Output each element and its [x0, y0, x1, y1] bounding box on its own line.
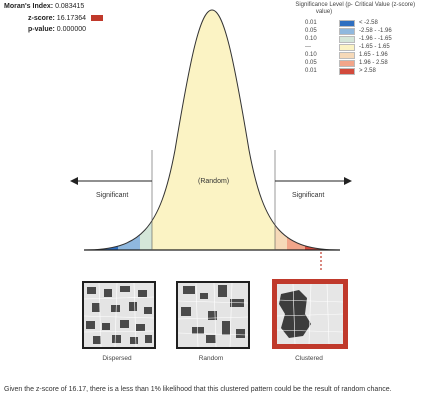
legend-swatch	[339, 19, 355, 27]
legend-swatch	[339, 43, 355, 51]
dispersed-label: Dispersed	[102, 355, 132, 362]
legend-swatch	[339, 59, 355, 67]
legend-swatch	[339, 67, 355, 75]
z-score: z-score: 16.17364	[28, 15, 103, 22]
legend-row: 0.05 -2.58 - -1.96	[295, 27, 419, 35]
legend-z: 1.96 - 2.58	[359, 60, 388, 66]
significant-right-label: Significant	[292, 192, 324, 199]
band-random	[152, 10, 275, 250]
random-pattern-panel	[176, 281, 250, 349]
legend-z: 1.65 - 1.96	[359, 52, 388, 58]
random-label: (Random)	[198, 178, 229, 185]
dispersed-pattern-image	[84, 283, 154, 347]
normal-distribution-curve: Significant (Random) Significant	[70, 9, 352, 270]
legend-p: 0.01	[305, 20, 317, 26]
random-pattern-image	[178, 283, 248, 347]
legend-row: 0.01 > 2.58	[295, 67, 419, 75]
morans-index-value: 0.083415	[55, 3, 85, 10]
significant-left-label: Significant	[96, 192, 128, 199]
legend-p: 0.01	[305, 68, 317, 74]
dispersed-pattern-panel	[82, 281, 156, 349]
interpretation-text: Given the z-score of 16.17, there is a l…	[4, 386, 392, 393]
z-score-label: z-score:	[28, 15, 55, 22]
morans-index: Moran's Index: 0.083415	[4, 3, 84, 10]
clustered-label: Clustered	[295, 355, 323, 362]
z-score-value: 16.17364	[56, 15, 86, 22]
legend-row: --- -1.65 - 1.65	[295, 43, 419, 51]
clustered-pattern-image	[277, 284, 343, 344]
legend-z: -1.96 - -1.65	[359, 36, 392, 42]
p-value: p-value: 0.000000	[28, 26, 86, 33]
legend-z: -1.65 - 1.65	[359, 44, 390, 50]
legend-row: 0.10 -1.96 - -1.65	[295, 35, 419, 43]
legend-header-critical: Critical Value (z-score)	[354, 2, 416, 8]
significance-legend: Significance Level (p-value) Critical Va…	[295, 2, 419, 75]
band-p05-left	[118, 10, 140, 250]
band-p01-right	[305, 10, 340, 250]
legend-z: -2.58 - -1.96	[359, 28, 392, 34]
legend-z: > 2.58	[359, 68, 376, 74]
cluster-blob	[279, 290, 311, 338]
band-p01-left	[84, 10, 118, 250]
morans-index-label: Moran's Index:	[4, 3, 54, 10]
legend-swatch	[339, 35, 355, 43]
legend-row: 0.01 < -2.58	[295, 19, 419, 27]
curve-outline	[83, 9, 341, 251]
legend-z: < -2.58	[359, 20, 378, 26]
left-arrow-head	[70, 177, 78, 185]
clustered-pattern-panel	[272, 279, 348, 349]
band-p10-right	[275, 10, 287, 250]
legend-p: 0.05	[305, 28, 317, 34]
legend-header-significance: Significance Level (p-value)	[295, 2, 353, 15]
band-p05-right	[287, 10, 305, 250]
p-value-label: p-value:	[28, 26, 55, 33]
legend-p: ---	[305, 44, 311, 50]
legend-swatch	[339, 51, 355, 59]
p-value-value: 0.000000	[56, 26, 86, 33]
legend-swatch	[339, 27, 355, 35]
random-pattern-label: Random	[198, 355, 224, 362]
legend-p: 0.10	[305, 36, 317, 42]
right-arrow-head	[344, 177, 352, 185]
legend-p: 0.10	[305, 52, 317, 58]
legend-row: 0.10 1.65 - 1.96	[295, 51, 419, 59]
band-p10-left	[140, 10, 152, 250]
z-score-marker	[90, 15, 103, 22]
legend-p: 0.05	[305, 60, 317, 66]
legend-row: 0.05 1.96 - 2.58	[295, 59, 419, 67]
